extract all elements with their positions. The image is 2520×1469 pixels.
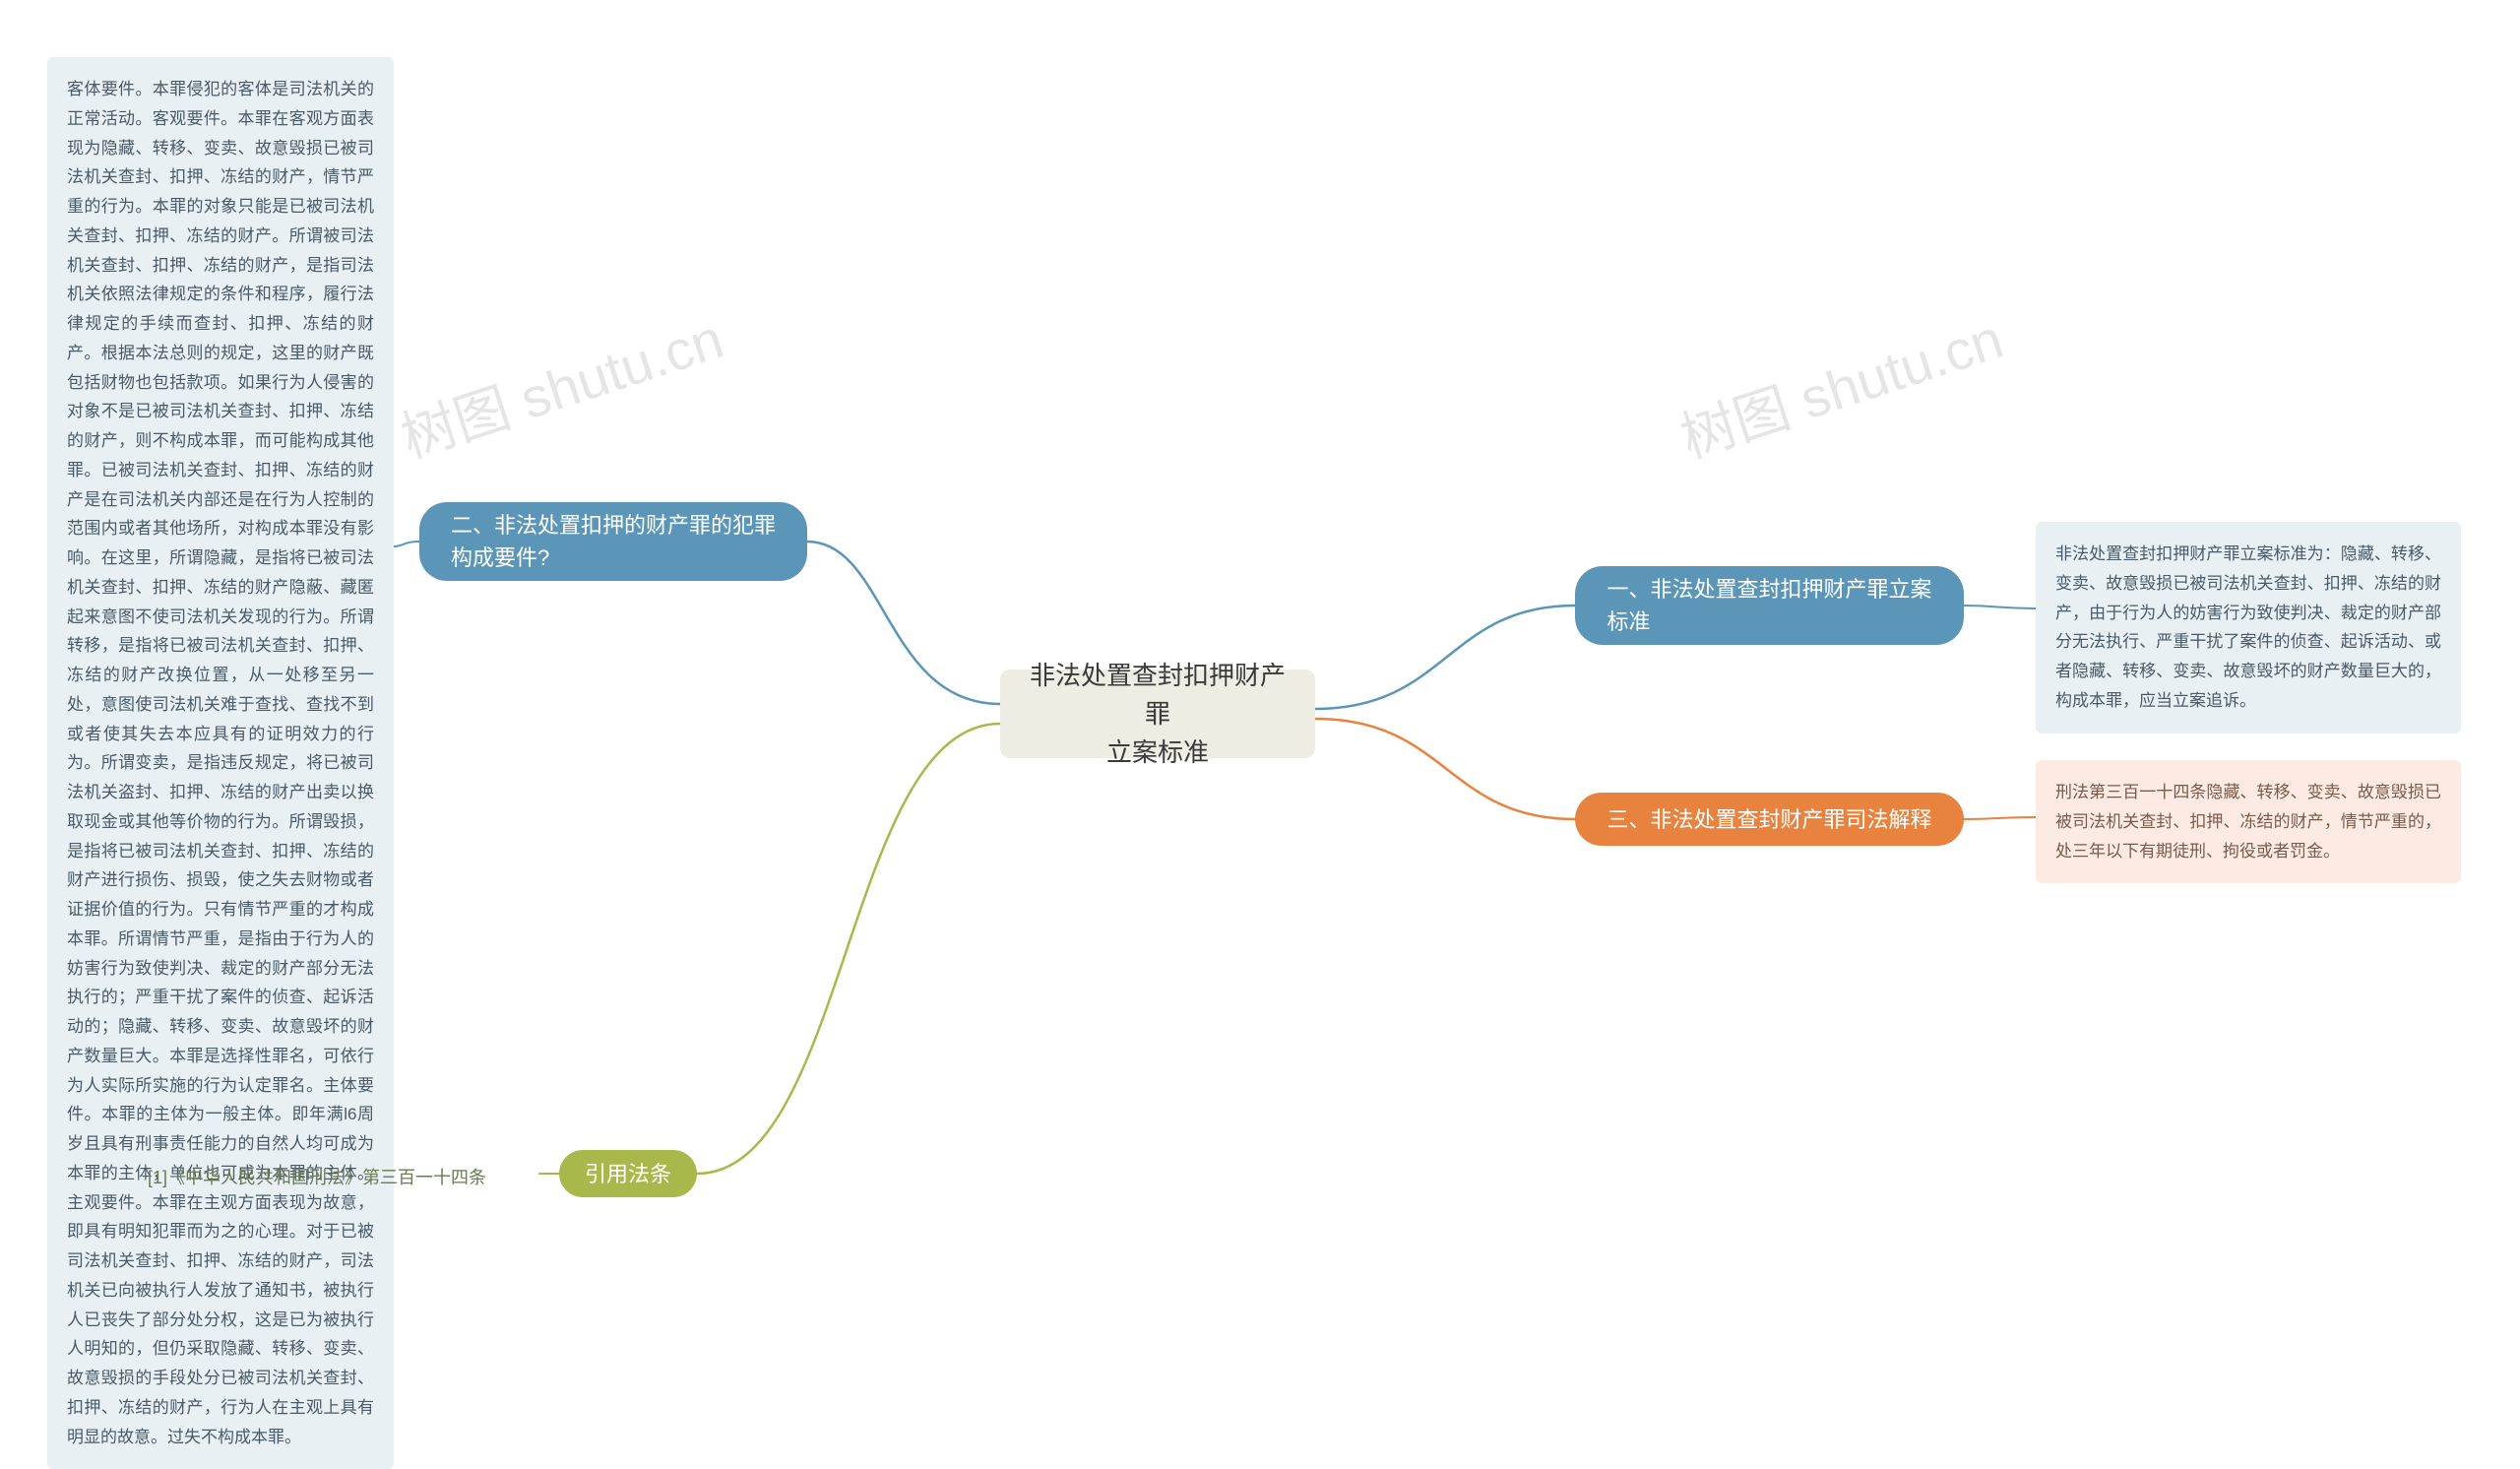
- branch-1[interactable]: 一、非法处置查封扣押财产罪立案标准: [1575, 566, 1964, 645]
- branch-4-leaf: [1]《中华人民共和国刑法》第三百一十四条: [148, 1164, 541, 1191]
- watermark-2: 树图 shutu.cn: [1670, 295, 2012, 475]
- branch-2-leaf: 客体要件。本罪侵犯的客体是司法机关的正常活动。客观要件。本罪在客观方面表现为隐藏…: [47, 57, 394, 1469]
- branch-2[interactable]: 二、非法处置扣押的财产罪的犯罪构成要件?: [419, 502, 807, 581]
- root-node[interactable]: 非法处置查封扣押财产罪立案标准: [1000, 670, 1315, 758]
- branch-3-leaf: 刑法第三百一十四条隐藏、转移、变卖、故意毁损已被司法机关查封、扣押、冻结的财产，…: [2036, 760, 2461, 883]
- branch-4[interactable]: 引用法条: [559, 1150, 697, 1197]
- branch-1-leaf: 非法处置查封扣押财产罪立案标准为：隐藏、转移、变卖、故意毁损已被司法机关查封、扣…: [2036, 522, 2461, 734]
- branch-3[interactable]: 三、非法处置查封财产罪司法解释: [1575, 793, 1964, 846]
- watermark-1: 树图 shutu.cn: [390, 295, 732, 475]
